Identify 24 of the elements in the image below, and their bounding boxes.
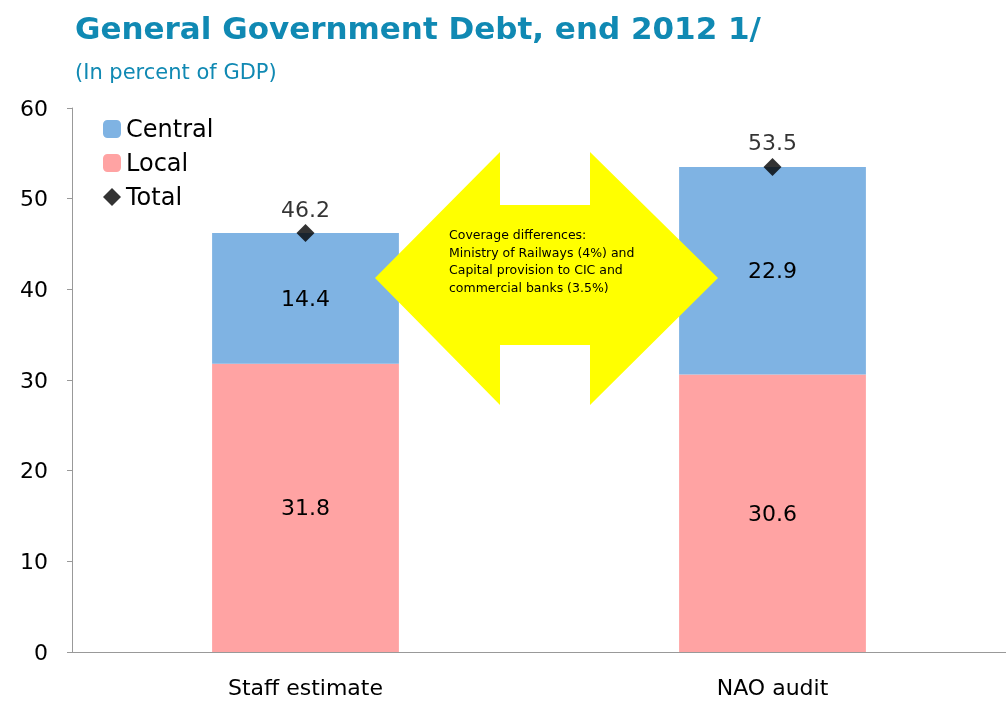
y-tick-label: 30 xyxy=(20,367,48,393)
annotation: Coverage differences: Ministry of Railways (4%) and Capital provision to CIC and commercial banks (3.5%) xyxy=(449,226,636,296)
y-tick-label: 10 xyxy=(20,548,48,574)
y-tick-label: 60 xyxy=(20,95,48,121)
data-label: 53.5 xyxy=(748,130,797,156)
legend-label: Total xyxy=(125,183,183,211)
chart-title: General Government Debt, end 2012 1/ xyxy=(75,10,761,46)
chart-subtitle: (In percent of GDP) xyxy=(75,60,277,84)
bar xyxy=(212,233,399,364)
y-tick-label: 0 xyxy=(34,639,48,665)
data-label: 22.9 xyxy=(748,258,797,284)
x-tick-label: NAO audit xyxy=(716,674,829,700)
data-label: 30.6 xyxy=(748,500,797,526)
legend-label: Central xyxy=(126,115,214,143)
x-tick-label: Staff estimate xyxy=(227,674,384,700)
bar xyxy=(679,374,866,652)
y-tick-label: 40 xyxy=(20,276,48,302)
data-label: 31.8 xyxy=(281,495,330,521)
data-label: 14.4 xyxy=(281,285,330,311)
y-tick-label: 50 xyxy=(20,186,48,212)
legend-label: Local xyxy=(126,149,189,177)
y-tick-label: 20 xyxy=(20,458,48,484)
data-label: 46.2 xyxy=(281,196,330,222)
bar xyxy=(212,363,399,652)
